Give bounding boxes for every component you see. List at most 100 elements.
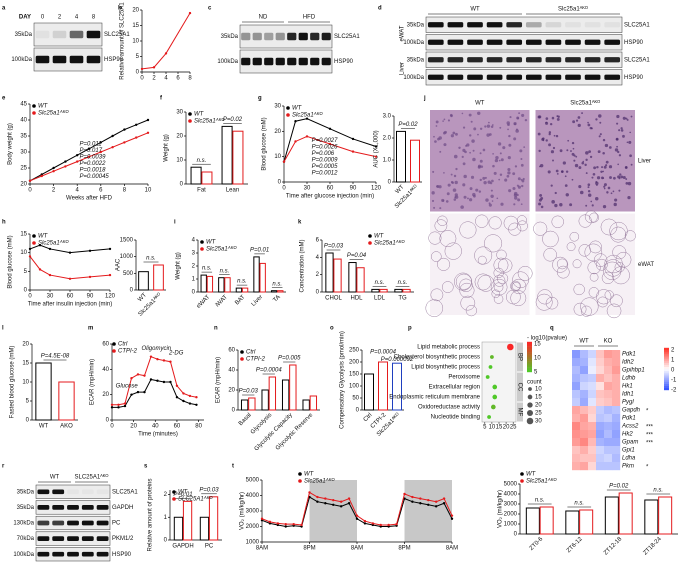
texture [589, 272, 599, 282]
blot-band [37, 536, 50, 541]
texture [454, 180, 458, 185]
texture [561, 170, 564, 173]
micrograph [430, 213, 530, 315]
y-tick-label: 1.0 [383, 158, 392, 164]
gene-label: Gpi1 [622, 448, 635, 454]
annotation: P=0.0005 [312, 164, 339, 170]
texture [458, 146, 461, 150]
data-point [149, 378, 153, 381]
texture [516, 193, 519, 196]
bar [525, 507, 540, 535]
term-dot [488, 365, 493, 369]
y-tick-label: 1 [192, 277, 196, 283]
panel-label: e [2, 96, 6, 102]
blot-band [447, 57, 464, 63]
texture [556, 258, 568, 270]
bar [325, 252, 334, 293]
texture [571, 178, 574, 181]
lanes-title: DAY [19, 15, 31, 21]
texture [595, 196, 599, 201]
data-point [38, 268, 42, 271]
y-tick-label: 5000 [246, 478, 260, 484]
blot-band [447, 74, 464, 80]
texture [450, 134, 454, 138]
y-tick-label: 1000 [504, 522, 518, 528]
x-tick-label: PC [205, 544, 214, 550]
x-tick-label: 8AM [446, 546, 458, 552]
texture [486, 133, 490, 137]
bar [268, 376, 277, 411]
panel-label: i [174, 220, 176, 226]
gene-label: Ldha [622, 456, 636, 462]
bar [364, 373, 374, 411]
data-point [117, 403, 120, 406]
y-tick-label: 0 [388, 180, 392, 186]
texture [612, 190, 615, 193]
y-tick-label: 60 [228, 348, 235, 354]
data-point [324, 502, 327, 505]
blot-band [52, 520, 65, 526]
texture [438, 185, 442, 189]
texture [596, 289, 612, 305]
texture [490, 189, 493, 192]
legend-label: CTPI-2 [246, 357, 266, 363]
y-axis-label: Blood glucose (mM) [8, 235, 14, 288]
texture [469, 151, 471, 154]
heat-cell [580, 398, 589, 407]
group-label: CC [516, 383, 522, 392]
data-point [169, 360, 172, 363]
marker-label: 35kDa [221, 34, 239, 40]
texture [508, 143, 512, 147]
blot-band [52, 536, 65, 541]
blot-band [486, 22, 503, 28]
texture [599, 121, 602, 124]
blot-band [467, 57, 483, 63]
texture [605, 160, 609, 164]
y-tick-label: 40 [20, 118, 27, 124]
heat-cell [572, 382, 581, 391]
x-tick-label: iWAT [215, 294, 229, 308]
texture [462, 126, 466, 129]
heat-cell [596, 374, 605, 383]
texture [552, 256, 569, 273]
y-axis-label: Concentration (mM) [300, 239, 306, 292]
heat-cell [580, 406, 589, 415]
y-tick-label: 5 [136, 54, 140, 60]
marker-label: 70kDa [17, 536, 35, 542]
texture [603, 187, 606, 190]
texture [600, 170, 603, 174]
gene-label: Ldhb [622, 376, 636, 382]
texture [459, 282, 475, 298]
texture [435, 120, 439, 124]
annotation: 2-DG [168, 351, 184, 357]
y-tick-label: 20 [176, 134, 183, 140]
legend-swatch [32, 111, 36, 115]
blot-band [52, 55, 67, 64]
panel-label: s [144, 464, 148, 470]
texture [588, 287, 600, 298]
data-point [38, 244, 42, 247]
texture [551, 215, 564, 229]
texture [566, 242, 576, 252]
data-point [188, 394, 192, 398]
blot-band [310, 32, 320, 41]
blot-band [565, 39, 581, 45]
y-tick-label: 40 [228, 368, 235, 374]
texture [620, 129, 624, 132]
texture [591, 176, 594, 179]
texture [497, 142, 502, 146]
texture [508, 134, 511, 138]
protein-label: PKM1/2 [112, 536, 134, 542]
data-point [175, 384, 179, 387]
bar [579, 509, 594, 535]
blot-band [525, 57, 542, 63]
texture [484, 176, 487, 179]
data-point [411, 495, 414, 499]
y-axis-label: ECAR (mpH/min) [90, 359, 96, 405]
x-tick-label: ZT0-6 [529, 536, 545, 552]
data-point [68, 277, 72, 280]
texture [449, 113, 453, 117]
data-point [188, 402, 192, 405]
heat-cell [588, 438, 597, 447]
data-point [374, 145, 378, 148]
